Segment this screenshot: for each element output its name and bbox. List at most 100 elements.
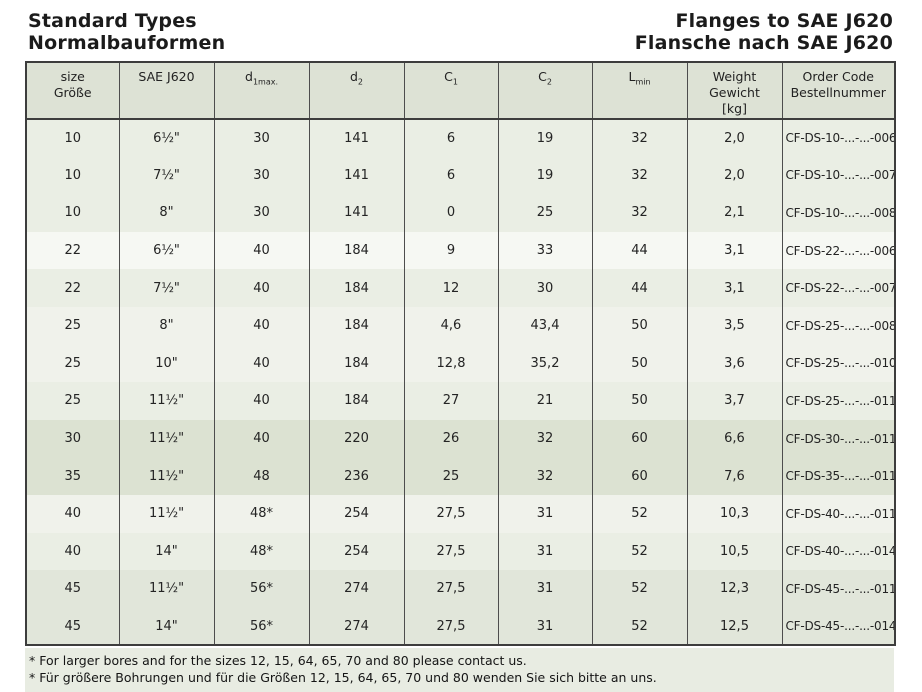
table-cell-sae-j620: 6½": [118, 119, 214, 157]
table-cell-size: 10: [64, 130, 82, 146]
table-cell-c1: 27,5: [403, 570, 498, 608]
table-cell-lmin: 32: [591, 194, 687, 232]
table-row: 30 11½" 40 220 26 32 60 6,6 CF-DS-30-...-...-011: [26, 419, 895, 458]
column-header-c1: C1: [403, 62, 498, 120]
column-header-lmin: Lmin: [591, 62, 687, 120]
table-cell-d2: 184: [308, 306, 404, 345]
table-cell-weight: 3,5: [686, 306, 782, 345]
table-cell-d1max: 48: [213, 457, 309, 495]
table-cell-size: 40: [64, 506, 82, 522]
table-cell-weight: 10,5: [686, 532, 782, 571]
table-row: 45 14" 56* 274 27,5 31 52 12,5 CF-DS-45-...-...-…: [26, 607, 895, 646]
table-cell-weight: 3,1: [686, 231, 782, 270]
table-cell-order-code: CF-DS-10-...-...-008: [781, 194, 895, 232]
column-header-d2: d2: [308, 62, 404, 120]
table-cell-d1max: 40: [213, 269, 309, 307]
table-cell-c2: 19: [497, 119, 592, 157]
table-cell-d1max: 48*: [213, 532, 309, 571]
page-title-de: Normalbauformen: [28, 31, 226, 54]
table-cell-c1: 9: [403, 231, 498, 270]
table-cell-d1max: 40: [213, 344, 309, 383]
table-cell-sae-j620: 8": [118, 306, 214, 345]
table-cell-c1: 26: [403, 419, 498, 458]
table-cell-order-code: CF-DS-35-...-...-011: [781, 457, 895, 495]
table-cell-order-code: CF-DS-30-...-...-011: [781, 419, 895, 458]
table-cell-lmin: 50: [591, 382, 687, 420]
table-cell-weight: 3,7: [686, 382, 782, 420]
table-cell-d1max: 30: [213, 119, 309, 157]
table-cell-lmin: 44: [591, 269, 687, 307]
table-cell-c1: 6: [403, 119, 498, 157]
table-cell-sae-j620: 7½": [118, 269, 214, 307]
table-cell-sae-j620: 10": [118, 344, 214, 383]
table-cell-sae-j620: 11½": [118, 419, 214, 458]
table-cell-d2: 254: [308, 494, 404, 533]
table-row: 10 7½" 30 141 6 19 32 2,0 CF-DS-10-...-...-007: [26, 156, 895, 195]
table-row: 25 11½" 40 184 27 21 50 3,7 CF-DS-25-...-...-011: [26, 382, 895, 420]
table-row: 45 11½" 56* 274 27,5 31 52 12,3 CF-DS-45-...-...…: [26, 570, 895, 608]
column-header-order-code: Order Code Bestellnummer: [781, 62, 895, 120]
table-cell-order-code: CF-DS-25-...-...-008: [781, 306, 895, 345]
table-cell-lmin: 60: [591, 419, 687, 458]
table-cell-weight: 7,6: [686, 457, 782, 495]
table-cell-order-code: CF-DS-22-...-...-007: [781, 269, 895, 307]
column-header-d1max: d1max.: [213, 62, 309, 120]
table-cell-c2: 33: [497, 231, 592, 270]
table-cell-weight: 10,3: [686, 494, 782, 533]
table-cell-weight: 2,1: [686, 194, 782, 232]
table-row: 40 14" 48* 254 27,5 31 52 10,5 CF-DS-40-...-...-…: [26, 532, 895, 571]
table-cell-order-code: CF-DS-10-...-...-006: [781, 119, 895, 157]
table-cell-sae-j620: 11½": [118, 570, 214, 608]
table-cell-size: 25: [64, 318, 82, 334]
table-cell-c1: 27,5: [403, 532, 498, 571]
table-cell-c2: 25: [497, 194, 592, 232]
table-cell-weight: 3,6: [686, 344, 782, 383]
table-cell-c2: 31: [497, 607, 592, 646]
column-header-c2: C2: [497, 62, 592, 120]
table-cell-c1: 0: [403, 194, 498, 232]
page-title-en: Standard Types: [28, 10, 197, 32]
table-cell-lmin: 50: [591, 306, 687, 345]
table-cell-c1: 27,5: [403, 494, 498, 533]
table-cell-d2: 184: [308, 344, 404, 383]
page-title-right-en: Flanges to SAE J620: [675, 10, 893, 32]
column-header-weight: Weight Gewicht [kg]: [686, 62, 782, 120]
table-row: 40 11½" 48* 254 27,5 31 52 10,3 CF-DS-40-...-...…: [26, 494, 895, 533]
footnote-en: * For larger bores and for the sizes 12,…: [29, 653, 527, 669]
table-cell-c2: 35,2: [497, 344, 592, 383]
table-cell-d2: 141: [308, 119, 404, 157]
table-cell-size: 10: [64, 205, 82, 221]
table-cell-sae-j620: 7½": [118, 156, 214, 195]
table-row: 35 11½" 48 236 25 32 60 7,6 CF-DS-35-...-...-011: [26, 457, 895, 495]
table-cell-d2: 184: [308, 382, 404, 420]
table-cell-sae-j620: 11½": [118, 457, 214, 495]
column-header-sae-j620: SAE J620: [118, 62, 214, 120]
flange-table: size Größe SAE J620 d1max. d2 C1 C2 Lmin Weight G…: [25, 61, 896, 647]
table-row: 10 6½" 30 141 6 19 32 2,0 CF-DS-10-...-...-006: [26, 119, 895, 157]
table-cell-order-code: CF-DS-22-...-...-006: [781, 231, 895, 270]
table-cell-order-code: CF-DS-45-...-...-014: [781, 607, 895, 646]
table-cell-weight: 12,3: [686, 570, 782, 608]
footnotes: * For larger bores and for the sizes 12,…: [25, 648, 894, 692]
table-cell-sae-j620: 14": [118, 607, 214, 646]
table-cell-order-code: CF-DS-40-...-...-014: [781, 532, 895, 571]
table-cell-size: 45: [64, 618, 82, 634]
page-header: Standard Types Normalbauformen Flanges t…: [0, 0, 922, 54]
table-row: 25 10" 40 184 12,8 35,2 50 3,6 CF-DS-25-...-...-…: [26, 344, 895, 383]
table-cell-size: 25: [64, 355, 82, 371]
table-row: 22 7½" 40 184 12 30 44 3,1 CF-DS-22-...-...-007: [26, 269, 895, 307]
table-cell-d2: 274: [308, 570, 404, 608]
table-cell-size: 40: [64, 543, 82, 559]
table-cell-c1: 12: [403, 269, 498, 307]
table-cell-d1max: 56*: [213, 607, 309, 646]
table-cell-d1max: 40: [213, 231, 309, 270]
page-title-right-de: Flansche nach SAE J620: [634, 31, 893, 54]
table-cell-d2: 184: [308, 231, 404, 270]
table-row: 22 6½" 40 184 9 33 44 3,1 CF-DS-22-...-...-006: [26, 231, 895, 270]
table-cell-d2: 141: [308, 194, 404, 232]
table-cell-size: 22: [64, 280, 82, 296]
table-cell-c1: 6: [403, 156, 498, 195]
table-cell-d2: 254: [308, 532, 404, 571]
table-cell-sae-j620: 11½": [118, 494, 214, 533]
table-cell-order-code: CF-DS-25-...-...-010: [781, 344, 895, 383]
